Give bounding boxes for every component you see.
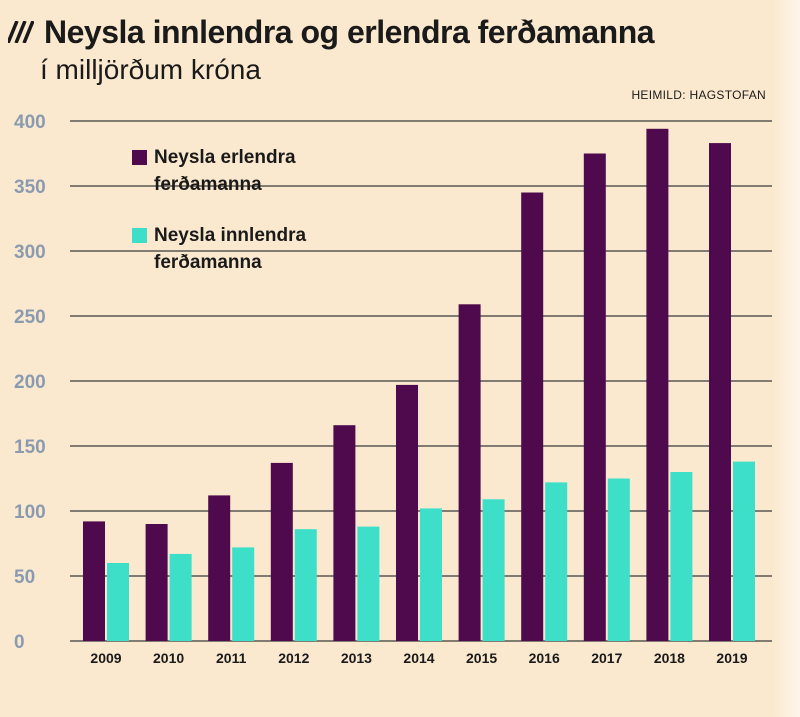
source-label: HEIMILD: HAGSTOFAN: [631, 88, 766, 102]
y-tick-label: 150: [14, 437, 46, 458]
bar-domestic: [169, 553, 192, 641]
x-tick-label: 2015: [466, 650, 497, 666]
diagonal-hatch-icon: [8, 21, 34, 43]
chart-title: Neysla innlendra og erlendra ferðamanna: [44, 13, 655, 50]
x-tick-label: 2012: [278, 650, 309, 666]
x-tick-label: 2009: [90, 650, 121, 666]
bar-foreign: [208, 495, 231, 641]
bar-domestic: [670, 472, 693, 641]
bar-domestic: [607, 478, 630, 641]
legend: Neysla erlendra ferðamanna Neysla innlen…: [132, 144, 332, 300]
y-tick-label: 200: [14, 372, 46, 393]
y-tick-label: 400: [14, 112, 46, 133]
bar-foreign: [709, 143, 731, 641]
x-tick-label: 2011: [216, 650, 247, 666]
bar-foreign: [583, 153, 606, 641]
y-tick-label: 300: [14, 242, 46, 263]
y-tick-label: 250: [14, 307, 46, 328]
x-tick-label: 2013: [341, 650, 372, 666]
x-tick-label: 2010: [153, 650, 184, 666]
bar-domestic: [357, 526, 380, 641]
bar-foreign: [396, 384, 418, 641]
bar-domestic: [733, 461, 755, 641]
x-tick-label: 2014: [403, 650, 434, 666]
bar-foreign: [458, 304, 481, 641]
y-tick-label: 50: [14, 567, 35, 588]
bar-domestic: [107, 563, 129, 641]
y-tick-label: 100: [14, 502, 46, 523]
bar-foreign: [521, 192, 544, 641]
bar-domestic: [482, 499, 505, 641]
x-tick-label: 2018: [654, 650, 685, 666]
legend-label-foreign: Neysla erlendra ferðamanna: [154, 147, 296, 195]
chart-subtitle: í milljörðum króna: [40, 54, 261, 85]
legend-swatch-foreign: [132, 150, 147, 165]
y-tick-label: 0: [14, 632, 25, 653]
title-row: Neysla innlendra og erlendra ferðamanna: [8, 10, 655, 54]
bar-foreign: [270, 462, 293, 641]
x-tick-label: 2019: [716, 650, 747, 666]
bar-domestic: [420, 508, 442, 641]
bar-foreign: [145, 524, 168, 641]
x-tick-label: 2017: [591, 650, 622, 666]
bar-domestic: [294, 529, 317, 641]
legend-swatch-domestic: [132, 228, 147, 243]
y-tick-label: 350: [14, 177, 46, 198]
legend-item-foreign: Neysla erlendra ferðamanna: [132, 144, 332, 198]
legend-item-domestic: Neysla innlendra ferðamanna: [132, 222, 332, 276]
legend-label-domestic: Neysla innlendra ferðamanna: [154, 225, 307, 273]
bar-foreign: [333, 425, 356, 641]
bar-domestic: [232, 547, 255, 641]
x-tick-label: 2016: [529, 650, 560, 666]
bar-foreign: [83, 521, 105, 641]
bar-domestic: [545, 482, 568, 641]
bar-foreign: [646, 128, 669, 642]
